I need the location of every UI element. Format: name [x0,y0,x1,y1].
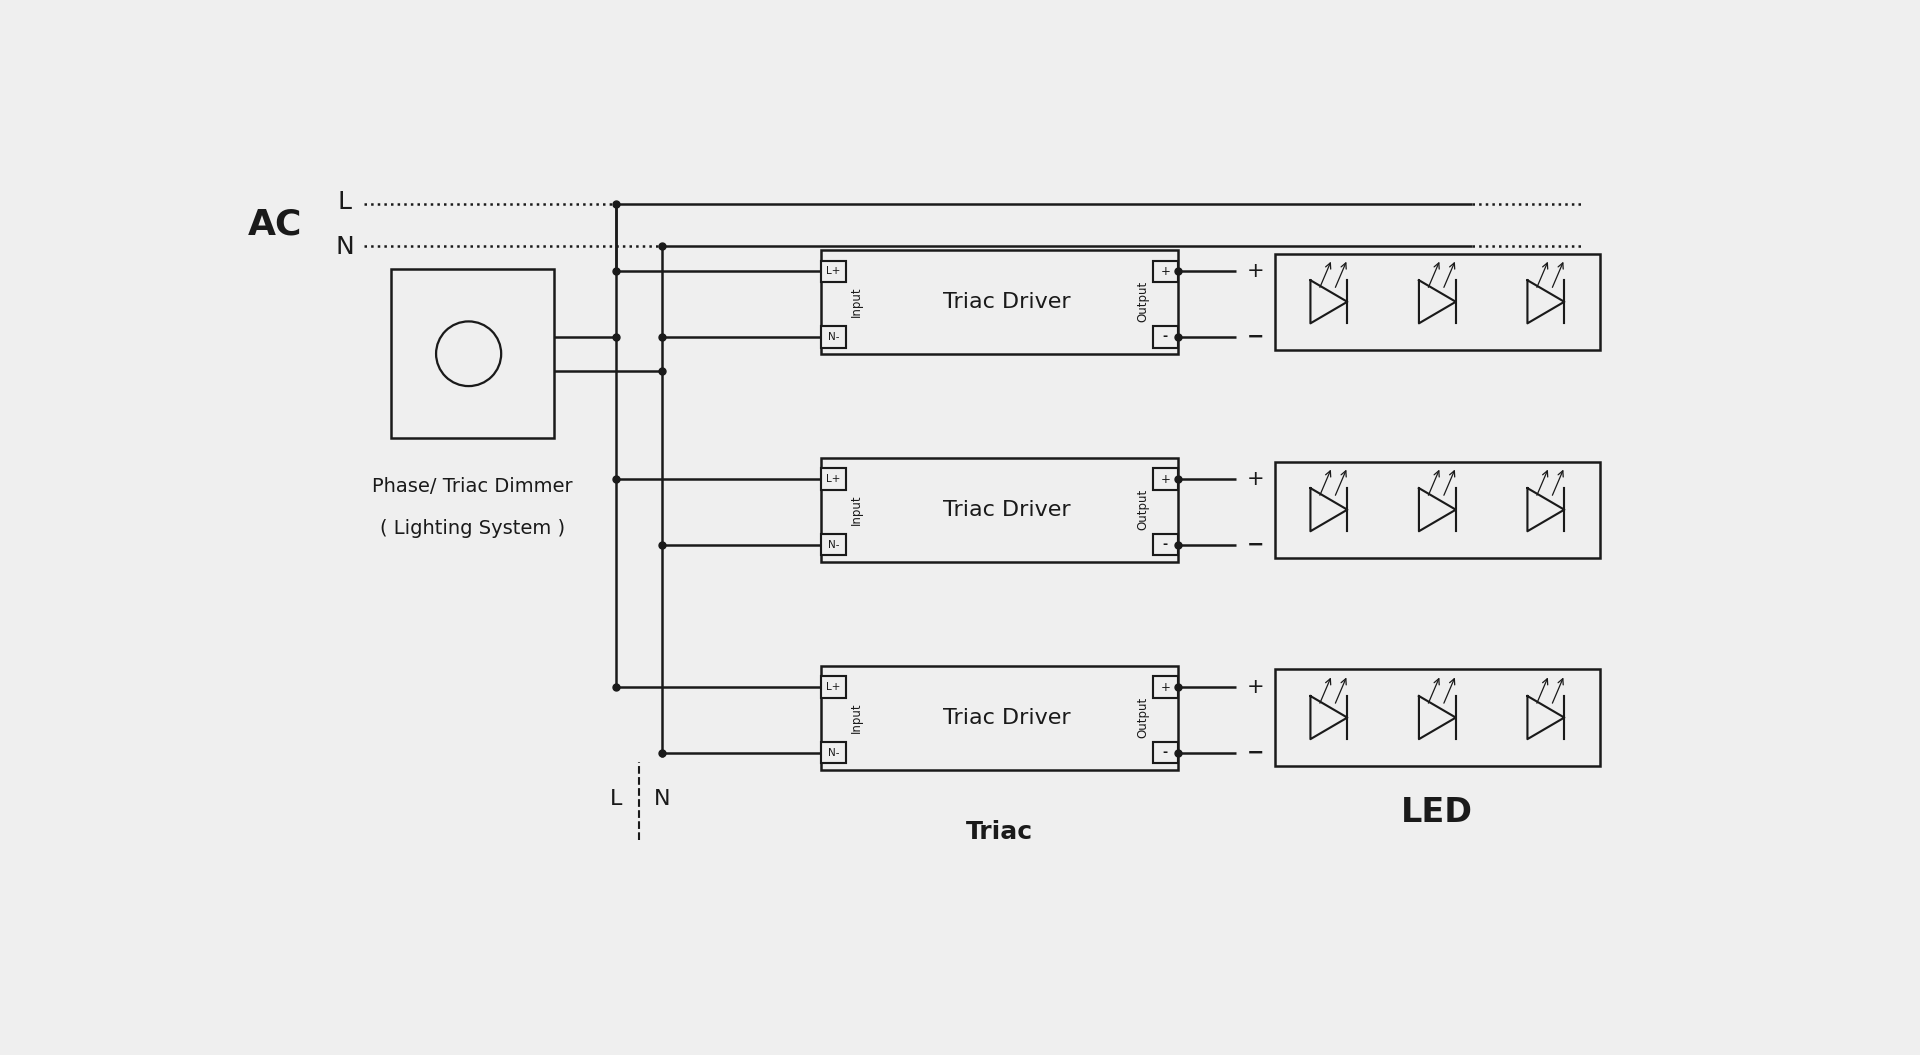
Text: +: + [1246,677,1263,697]
Text: Triac Driver: Triac Driver [943,292,1071,312]
Text: Triac Driver: Triac Driver [943,500,1071,520]
Text: Output: Output [1137,281,1150,323]
Polygon shape [1419,488,1455,532]
Text: L: L [611,789,622,809]
Text: Input: Input [851,495,862,525]
Bar [822,534,847,556]
Text: Triac: Triac [966,820,1033,844]
Bar [822,666,1177,769]
Text: Input: Input [851,703,862,733]
Text: +: + [1160,680,1171,693]
Bar [1152,468,1177,490]
Bar [1275,461,1599,558]
Polygon shape [1528,488,1565,532]
Polygon shape [1311,281,1348,323]
Text: +: + [1160,473,1171,485]
Text: L+: L+ [826,266,841,276]
Text: -: - [1164,538,1167,551]
Polygon shape [1419,696,1455,740]
Bar [822,250,1177,353]
Text: AC: AC [248,208,301,242]
Bar [822,742,847,764]
Text: −: − [1246,743,1263,763]
Bar [1152,676,1177,698]
Bar [1275,253,1599,350]
Bar [1152,742,1177,764]
Text: +: + [1160,265,1171,277]
Text: L+: L+ [826,683,841,692]
Text: -: - [1164,330,1167,343]
Bar [822,468,847,490]
Bar [822,676,847,698]
Text: LED: LED [1402,797,1473,829]
Text: Phase/ Triac Dimmer: Phase/ Triac Dimmer [372,477,572,496]
Polygon shape [1311,488,1348,532]
Text: −: − [1246,535,1263,555]
Text: Input: Input [851,287,862,318]
Text: L: L [338,190,351,214]
Text: -: - [1164,746,1167,760]
Text: N-: N- [828,748,839,757]
Bar [822,326,847,347]
Text: N: N [336,235,353,260]
Bar [1152,326,1177,347]
Bar [392,269,553,439]
Polygon shape [1311,696,1348,740]
Text: +: + [1246,262,1263,282]
Text: N: N [655,789,670,809]
Bar [822,458,1177,561]
Text: ( Lighting System ): ( Lighting System ) [380,519,564,538]
Text: Triac Driver: Triac Driver [943,708,1071,728]
Polygon shape [1528,696,1565,740]
Text: Output: Output [1137,697,1150,738]
Bar [1152,261,1177,282]
Text: −: − [1246,327,1263,347]
Text: N-: N- [828,540,839,550]
Polygon shape [1419,281,1455,323]
Text: +: + [1246,469,1263,490]
Polygon shape [1528,281,1565,323]
Bar [1152,534,1177,556]
Text: L+: L+ [826,475,841,484]
Text: N-: N- [828,332,839,342]
Bar [822,261,847,282]
Bar [1275,670,1599,766]
Text: Output: Output [1137,490,1150,531]
